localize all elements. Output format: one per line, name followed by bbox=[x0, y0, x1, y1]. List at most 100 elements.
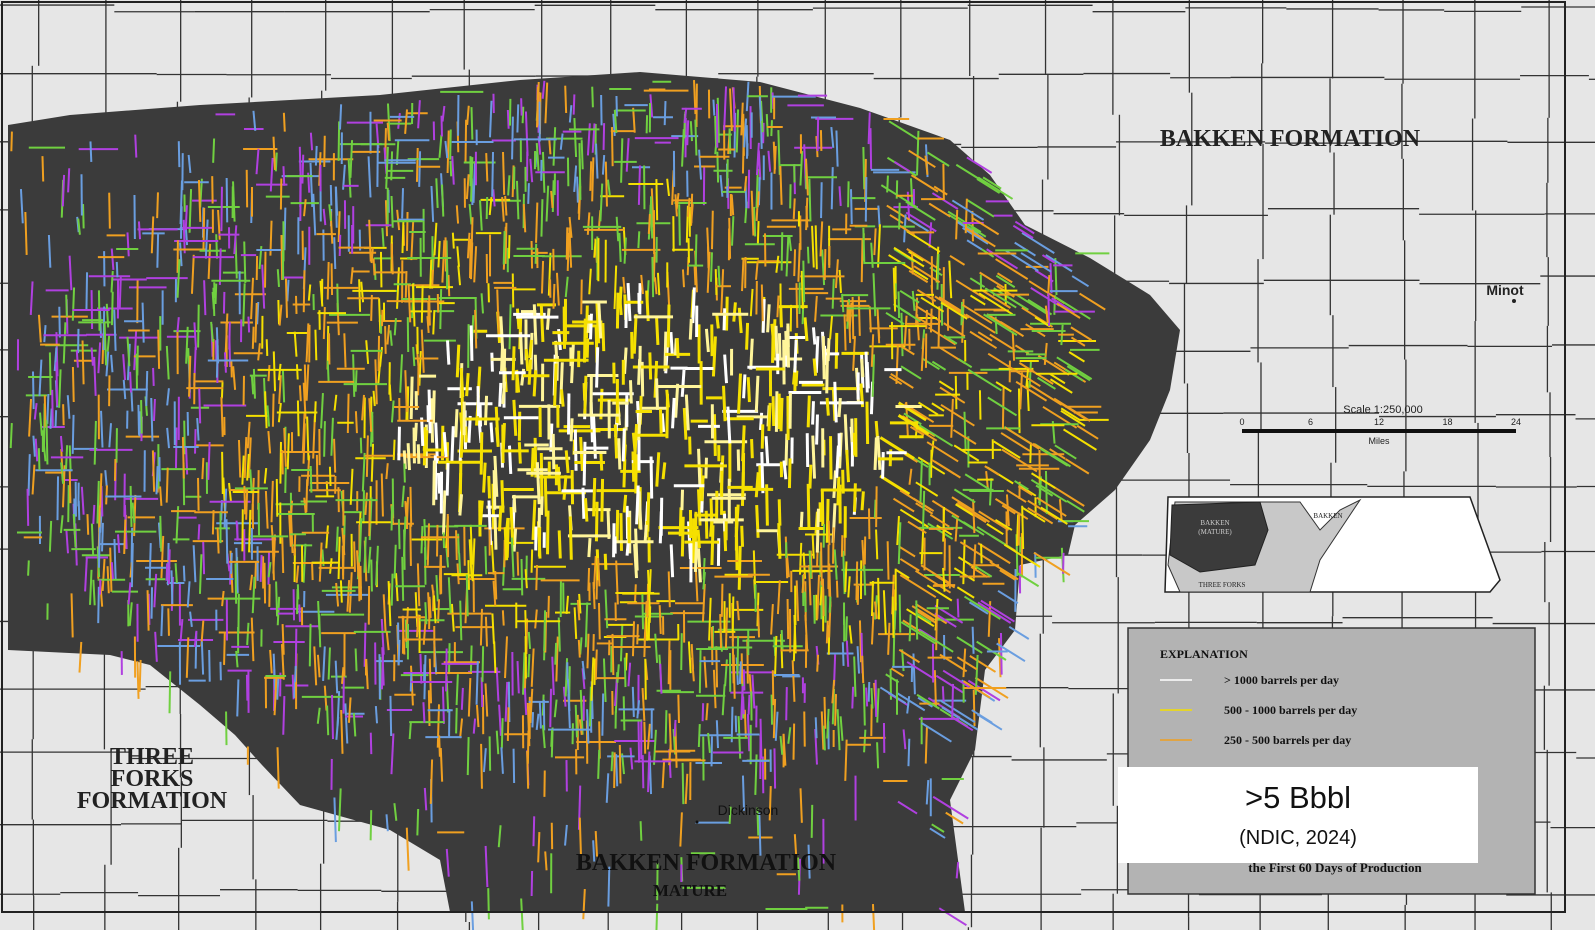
well bbox=[384, 326, 387, 354]
well bbox=[26, 488, 30, 526]
well bbox=[815, 414, 819, 445]
well bbox=[711, 336, 717, 377]
well bbox=[286, 279, 290, 302]
well bbox=[898, 648, 921, 664]
well bbox=[731, 596, 735, 633]
well bbox=[704, 457, 708, 479]
well bbox=[902, 729, 907, 750]
well bbox=[826, 708, 830, 739]
well bbox=[343, 333, 347, 368]
well bbox=[585, 338, 590, 358]
well bbox=[583, 498, 589, 522]
well bbox=[568, 227, 573, 268]
well bbox=[1070, 336, 1086, 347]
well bbox=[935, 674, 965, 694]
well bbox=[647, 751, 651, 793]
well bbox=[484, 845, 489, 888]
well bbox=[580, 140, 584, 170]
well bbox=[245, 489, 249, 520]
label: BAKKEN FORMATION bbox=[576, 850, 837, 876]
inset-label: BAKKEN bbox=[1200, 519, 1229, 527]
well bbox=[508, 304, 512, 350]
well bbox=[770, 603, 774, 635]
well bbox=[344, 703, 349, 744]
well bbox=[393, 544, 397, 579]
well bbox=[586, 212, 591, 235]
well bbox=[416, 444, 421, 464]
well bbox=[749, 288, 754, 317]
well bbox=[293, 534, 297, 556]
well bbox=[160, 535, 165, 579]
well bbox=[929, 513, 950, 528]
well bbox=[441, 184, 445, 217]
well bbox=[835, 130, 839, 167]
well bbox=[1056, 356, 1093, 380]
well bbox=[877, 205, 881, 228]
well bbox=[375, 545, 379, 586]
well bbox=[900, 312, 904, 357]
well bbox=[673, 719, 677, 737]
well bbox=[1058, 499, 1063, 521]
well bbox=[1017, 512, 1021, 546]
well bbox=[742, 374, 747, 399]
well bbox=[715, 720, 719, 749]
well bbox=[56, 476, 60, 521]
well bbox=[140, 400, 143, 434]
well bbox=[956, 636, 983, 654]
well bbox=[265, 339, 269, 357]
well bbox=[150, 216, 155, 254]
well bbox=[593, 239, 597, 258]
well bbox=[277, 363, 282, 381]
well bbox=[918, 424, 954, 447]
well bbox=[246, 421, 251, 449]
well bbox=[700, 475, 705, 502]
well bbox=[856, 646, 861, 674]
well bbox=[1008, 625, 1030, 640]
well bbox=[466, 105, 470, 126]
well bbox=[892, 497, 915, 513]
well bbox=[862, 146, 866, 190]
well bbox=[1047, 274, 1051, 297]
well bbox=[636, 700, 641, 719]
well bbox=[719, 614, 723, 650]
well bbox=[237, 439, 242, 478]
well bbox=[466, 737, 470, 776]
well bbox=[694, 119, 698, 156]
inset-map: BAKKEN (MATURE) BAKKEN THREE FORKS bbox=[1164, 496, 1501, 593]
well bbox=[696, 548, 702, 583]
well bbox=[420, 417, 425, 447]
well bbox=[126, 232, 130, 257]
inset-label: BAKKEN bbox=[1313, 512, 1342, 520]
well bbox=[90, 523, 95, 557]
well bbox=[683, 107, 688, 124]
well bbox=[218, 248, 222, 285]
well bbox=[264, 391, 268, 429]
well bbox=[278, 304, 283, 326]
well bbox=[726, 406, 732, 444]
well bbox=[613, 424, 619, 459]
well bbox=[177, 141, 181, 168]
well bbox=[808, 178, 812, 222]
well bbox=[680, 489, 685, 511]
well bbox=[653, 729, 657, 765]
well bbox=[823, 249, 827, 281]
well bbox=[418, 151, 422, 187]
well bbox=[86, 514, 90, 535]
well bbox=[595, 143, 599, 179]
well bbox=[541, 725, 546, 749]
well bbox=[122, 379, 127, 400]
well bbox=[595, 347, 600, 388]
well bbox=[312, 415, 316, 459]
well bbox=[1037, 376, 1056, 390]
well bbox=[405, 212, 409, 251]
well bbox=[839, 716, 844, 741]
well bbox=[750, 439, 754, 459]
well bbox=[697, 724, 701, 748]
well bbox=[746, 377, 751, 403]
well bbox=[820, 182, 823, 219]
well bbox=[588, 268, 592, 295]
well bbox=[409, 523, 412, 566]
well bbox=[155, 466, 159, 495]
city-dot bbox=[1512, 299, 1516, 303]
well bbox=[570, 342, 575, 384]
